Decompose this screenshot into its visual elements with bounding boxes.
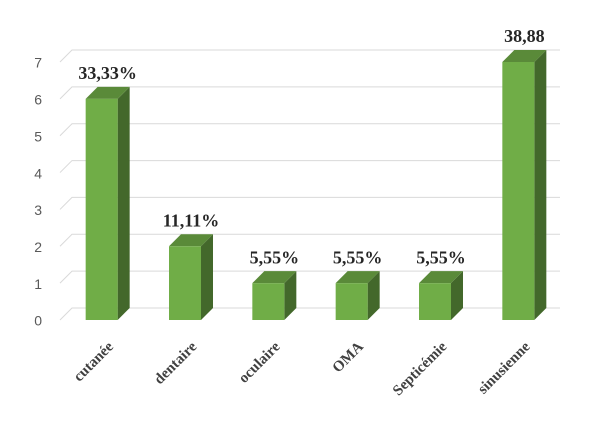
- y-tick-label: 4: [34, 165, 42, 181]
- bar-side: [117, 86, 130, 320]
- bar-top: [169, 234, 213, 247]
- grid-line: [59, 49, 560, 63]
- y-tick-label: 1: [34, 276, 42, 292]
- bar: [85, 86, 130, 320]
- grid-line: [59, 270, 560, 284]
- y-tick-label: 6: [34, 92, 42, 108]
- grid-line: [59, 196, 560, 210]
- bar-front: [335, 283, 368, 320]
- grid-line: [59, 233, 560, 247]
- bar-top: [85, 86, 130, 99]
- data-label: 33,33%: [78, 63, 137, 83]
- x-tick-label: Septicémie: [390, 339, 450, 399]
- x-tick-label: cutanée: [71, 339, 117, 385]
- x-tick-label: oculaire: [236, 339, 284, 387]
- y-tick-label: 0: [34, 313, 42, 329]
- x-tick-label: dentaire: [151, 339, 200, 388]
- grid-line: [59, 160, 560, 173]
- y-tick-label: 2: [34, 239, 42, 255]
- bar-front: [85, 98, 118, 320]
- bar-side: [534, 50, 547, 320]
- bar-side: [201, 234, 213, 320]
- data-label: 5,55%: [333, 247, 383, 267]
- data-label: 5,55%: [416, 247, 466, 267]
- bar: [335, 271, 380, 320]
- data-label: 11,11%: [163, 210, 220, 230]
- y-tick-label: 3: [34, 202, 42, 218]
- bar: [169, 234, 213, 320]
- x-tick-label: OMA: [330, 339, 367, 376]
- bar-top: [419, 271, 463, 284]
- bar-top: [335, 271, 380, 284]
- bar-front: [169, 246, 201, 320]
- bar-side: [367, 271, 380, 320]
- data-label: 38,88: [504, 26, 545, 46]
- bar: [419, 271, 463, 320]
- grid-line: [59, 86, 560, 100]
- y-tick-label: 5: [34, 128, 42, 144]
- x-tick-label: sinusienne: [475, 339, 534, 398]
- bar-side: [451, 271, 463, 320]
- y-tick-label: 7: [34, 55, 42, 71]
- bar-front: [419, 283, 451, 320]
- bar: [502, 50, 547, 320]
- grid-line: [59, 123, 560, 137]
- bar-side: [284, 271, 297, 320]
- bar-front: [502, 62, 535, 320]
- bar-top: [252, 271, 297, 284]
- bar-top: [502, 50, 547, 62]
- grid-line: [59, 307, 560, 321]
- data-label: 5,55%: [250, 247, 300, 267]
- bar-front: [252, 283, 285, 320]
- bar: [252, 271, 297, 320]
